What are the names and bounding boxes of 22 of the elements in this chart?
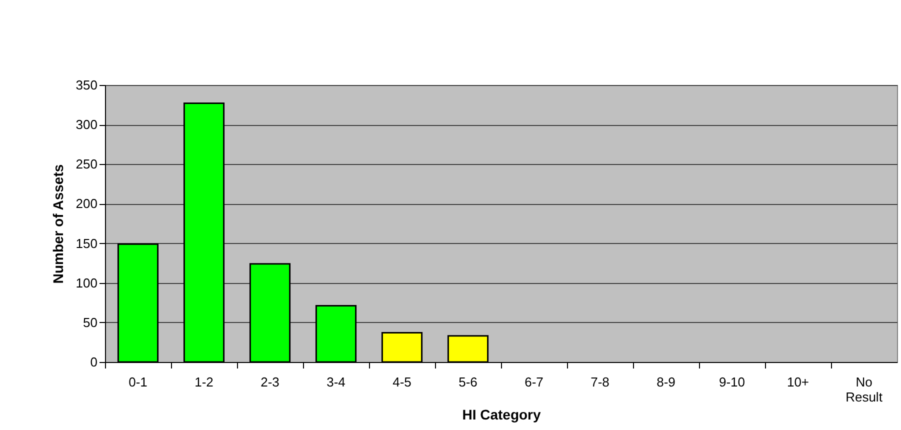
- y-tick-label: 50: [83, 314, 98, 330]
- y-tick-label: 300: [76, 117, 98, 132]
- y-tick-label: 0: [90, 354, 98, 370]
- x-tick-label: 0-1: [128, 374, 148, 390]
- x-tick-label: 3-4: [326, 374, 346, 390]
- x-tick-label: 7-8: [590, 374, 610, 390]
- y-tick-label: 150: [76, 236, 98, 251]
- x-tick-label: 9-10: [718, 374, 746, 390]
- x-tick-label: 4-5: [392, 374, 412, 390]
- x-tick-label: 2-3: [260, 374, 280, 390]
- x-tick-label: No Result: [846, 374, 883, 404]
- y-tick-label: 250: [76, 156, 98, 172]
- x-tick-label: 1-2: [194, 374, 214, 390]
- y-tick-label: 200: [76, 196, 98, 212]
- y-axis-title: Number of Assets: [50, 164, 66, 284]
- y-tick-label: 100: [76, 275, 98, 290]
- x-axis-title: HI Category: [462, 406, 541, 422]
- x-tick-label: 5-6: [458, 374, 478, 390]
- x-tick-label: 10+: [786, 374, 810, 390]
- x-tick-label: 8-9: [656, 374, 676, 390]
- x-tick-label: 6-7: [524, 374, 544, 390]
- y-tick-label: 350: [76, 78, 98, 92]
